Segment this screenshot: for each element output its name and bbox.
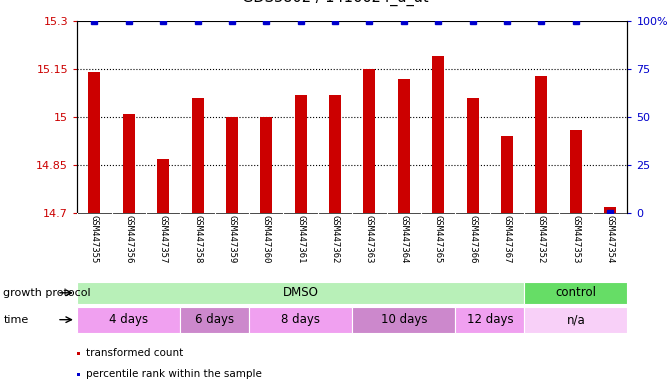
Bar xyxy=(123,114,135,213)
Text: 10 days: 10 days xyxy=(380,313,427,326)
Text: GSM447353: GSM447353 xyxy=(571,215,580,263)
Text: GDS3802 / 1416624_a_at: GDS3802 / 1416624_a_at xyxy=(242,0,429,6)
Text: GSM447361: GSM447361 xyxy=(296,215,305,263)
Text: GSM447362: GSM447362 xyxy=(331,215,340,263)
Bar xyxy=(398,79,410,213)
Bar xyxy=(89,72,101,213)
Text: GSM447360: GSM447360 xyxy=(262,215,271,263)
Bar xyxy=(364,69,376,213)
Text: GSM447355: GSM447355 xyxy=(90,215,99,263)
Bar xyxy=(604,207,616,213)
Bar xyxy=(570,130,582,213)
Text: GSM447367: GSM447367 xyxy=(503,215,511,263)
Text: 4 days: 4 days xyxy=(109,313,148,326)
Bar xyxy=(180,307,249,333)
Text: n/a: n/a xyxy=(566,313,585,326)
Bar xyxy=(432,56,444,213)
Text: control: control xyxy=(556,286,597,299)
Text: GSM447364: GSM447364 xyxy=(399,215,409,263)
Text: GSM447354: GSM447354 xyxy=(606,215,615,263)
Bar xyxy=(524,307,627,333)
Bar xyxy=(295,95,307,213)
Bar xyxy=(535,76,548,213)
Text: GSM447358: GSM447358 xyxy=(193,215,202,263)
Bar xyxy=(77,307,180,333)
Text: 12 days: 12 days xyxy=(466,313,513,326)
Bar xyxy=(77,281,524,304)
Bar xyxy=(260,117,272,213)
Text: DMSO: DMSO xyxy=(282,286,319,299)
Text: transformed count: transformed count xyxy=(86,348,183,358)
Text: percentile rank within the sample: percentile rank within the sample xyxy=(86,369,262,379)
Text: GSM447359: GSM447359 xyxy=(227,215,236,263)
Bar xyxy=(226,117,238,213)
Bar xyxy=(524,281,627,304)
Text: 6 days: 6 days xyxy=(195,313,234,326)
Bar xyxy=(501,136,513,213)
Text: GSM447366: GSM447366 xyxy=(468,215,477,263)
Text: 8 days: 8 days xyxy=(281,313,320,326)
Bar xyxy=(249,307,352,333)
Text: growth protocol: growth protocol xyxy=(3,288,91,298)
Bar xyxy=(157,159,169,213)
Bar xyxy=(329,95,341,213)
Bar xyxy=(466,98,478,213)
Text: time: time xyxy=(3,314,29,325)
Bar xyxy=(191,98,203,213)
Bar xyxy=(456,307,524,333)
Text: GSM447352: GSM447352 xyxy=(537,215,546,263)
Text: GSM447363: GSM447363 xyxy=(365,215,374,263)
Text: GSM447365: GSM447365 xyxy=(433,215,443,263)
Text: GSM447357: GSM447357 xyxy=(158,215,168,263)
Text: GSM447356: GSM447356 xyxy=(124,215,134,263)
Bar xyxy=(352,307,456,333)
